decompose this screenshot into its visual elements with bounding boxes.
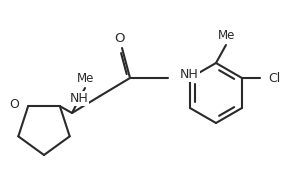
Text: Cl: Cl (268, 72, 280, 85)
Text: Me: Me (77, 72, 95, 85)
Text: NH: NH (180, 67, 199, 80)
Text: Me: Me (218, 30, 236, 43)
Text: O: O (114, 32, 124, 44)
Text: O: O (9, 98, 19, 111)
Text: NH: NH (69, 91, 88, 104)
